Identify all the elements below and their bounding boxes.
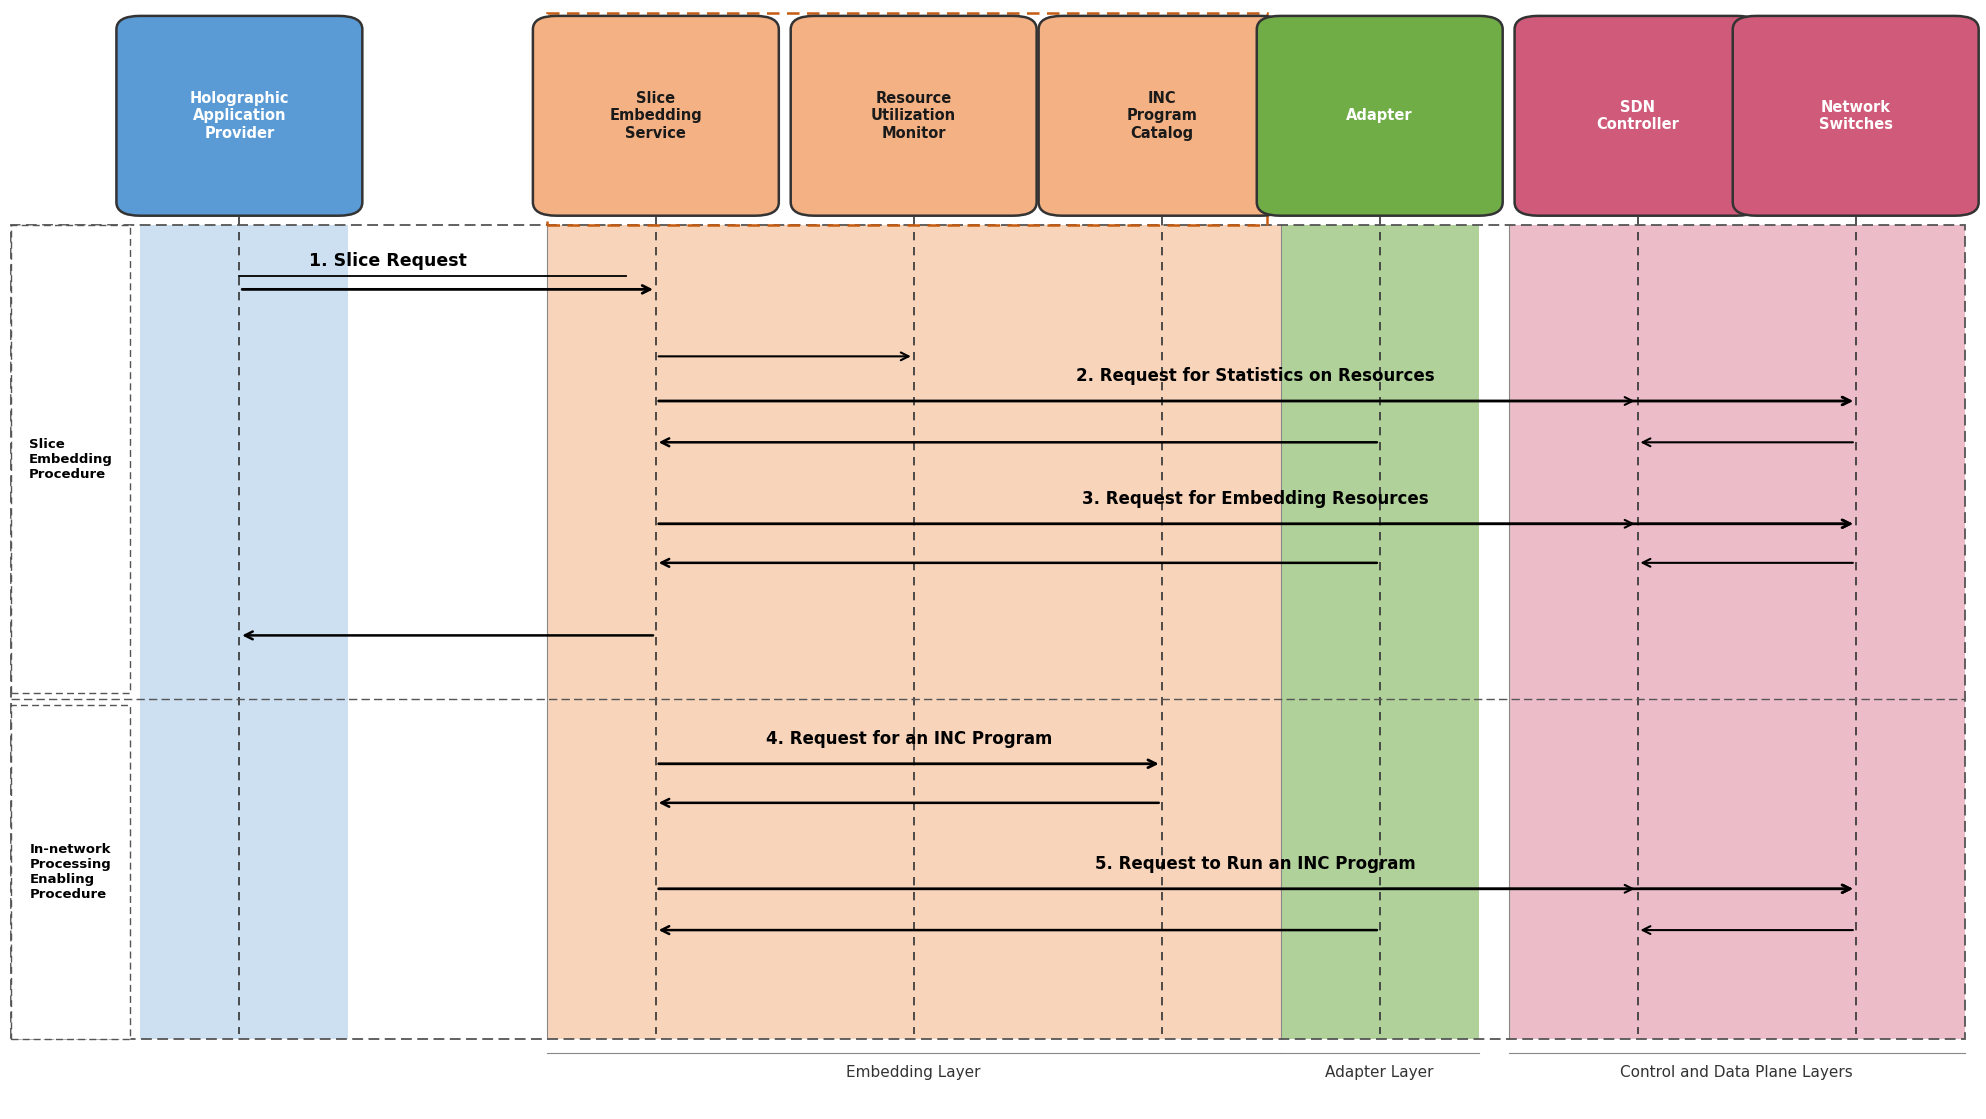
Text: Adapter: Adapter xyxy=(1347,109,1414,123)
Bar xyxy=(12,705,131,1040)
Bar xyxy=(1281,225,1480,1040)
Text: Control and Data Plane Layers: Control and Data Plane Layers xyxy=(1621,1065,1853,1081)
Bar xyxy=(141,225,348,1040)
FancyBboxPatch shape xyxy=(117,16,361,216)
FancyBboxPatch shape xyxy=(790,16,1037,216)
Text: Network
Switches: Network Switches xyxy=(1819,100,1893,132)
FancyBboxPatch shape xyxy=(1257,16,1503,216)
Bar xyxy=(546,12,1267,225)
Text: Embedding Layer: Embedding Layer xyxy=(846,1065,981,1081)
Text: Slice
Embedding
Procedure: Slice Embedding Procedure xyxy=(30,438,113,480)
Text: 1. Slice Request: 1. Slice Request xyxy=(308,253,467,271)
Text: SDN
Controller: SDN Controller xyxy=(1597,100,1678,132)
Text: Holographic
Application
Provider: Holographic Application Provider xyxy=(189,91,290,141)
Text: 2. Request for Statistics on Resources: 2. Request for Statistics on Resources xyxy=(1076,367,1436,385)
Text: Adapter Layer: Adapter Layer xyxy=(1325,1065,1434,1081)
Bar xyxy=(1509,225,1964,1040)
Bar xyxy=(546,225,1281,1040)
Text: Slice
Embedding
Service: Slice Embedding Service xyxy=(610,91,703,141)
Text: Resource
Utilization
Monitor: Resource Utilization Monitor xyxy=(872,91,955,141)
Text: Slice Engine: Slice Engine xyxy=(852,23,961,41)
Bar xyxy=(12,225,1964,1040)
Text: In-network
Processing
Enabling
Procedure: In-network Processing Enabling Procedure xyxy=(30,843,111,901)
Text: 5. Request to Run an INC Program: 5. Request to Run an INC Program xyxy=(1096,855,1416,873)
Text: 3. Request for Embedding Resources: 3. Request for Embedding Resources xyxy=(1082,490,1430,508)
Text: 4. Request for an INC Program: 4. Request for an INC Program xyxy=(765,731,1053,749)
Text: INC
Program
Catalog: INC Program Catalog xyxy=(1126,91,1198,141)
Bar xyxy=(12,225,131,694)
FancyBboxPatch shape xyxy=(1039,16,1285,216)
FancyBboxPatch shape xyxy=(1732,16,1978,216)
FancyBboxPatch shape xyxy=(532,16,779,216)
FancyBboxPatch shape xyxy=(1515,16,1760,216)
